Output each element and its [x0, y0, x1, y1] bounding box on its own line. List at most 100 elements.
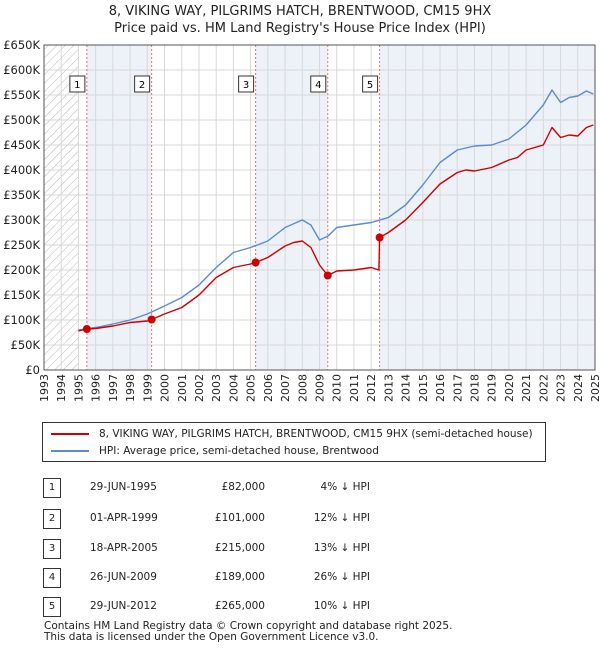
sale-row: 4 26-JUN-2009 £189,000 26% ↓ HPI [0, 568, 600, 592]
x-tick-label: 1997 [107, 374, 120, 402]
x-tick-label: 2013 [382, 374, 395, 402]
sale-price: £82,000 [221, 481, 265, 493]
x-tick-label: 1994 [55, 374, 68, 402]
sale-date: 29-JUN-1995 [90, 481, 157, 493]
y-tick-label: £150K [3, 288, 40, 302]
sale-hpi-diff: 4% ↓ HPI [320, 481, 370, 493]
sale-hpi-diff: 12% ↓ HPI [313, 512, 370, 524]
sale-number-box [69, 75, 86, 93]
x-tick-label: 1999 [141, 374, 154, 402]
y-tick-label: £0 [25, 363, 40, 377]
x-tick-label: 2016 [434, 374, 447, 402]
chart-title: 8, VIKING WAY, PILGRIMS HATCH, BRENTWOOD… [0, 3, 600, 37]
sale-date: 18-APR-2005 [90, 542, 158, 554]
sale-number-box [238, 75, 255, 93]
sale-row: 2 01-APR-1999 £101,000 12% ↓ HPI [0, 509, 600, 533]
x-tick-label: 2019 [486, 374, 499, 402]
y-tick-label: £250K [3, 238, 40, 252]
sale-number-badge: 5 [43, 597, 61, 617]
y-tick-label: £500K [3, 113, 40, 127]
sale-number-badge: 3 [43, 539, 61, 559]
sale-hpi-diff: 13% ↓ HPI [313, 542, 370, 554]
sale-number-badge: 4 [43, 568, 61, 588]
x-tick-label: 2009 [314, 374, 327, 402]
x-tick-label: 2001 [176, 374, 189, 402]
x-tick-label: 2006 [262, 374, 275, 402]
series-line-hpi [78, 89, 594, 331]
legend-item-hpi: HPI: Average price, semi-detached house,… [51, 443, 379, 459]
sale-number-marker: 4 [310, 75, 327, 93]
price-chart: £0 £50K £100K £150K £200K £250K £300K £350K £400… [3, 38, 600, 402]
y-tick-label: £50K [11, 338, 41, 352]
sale-hpi-diff: 10% ↓ HPI [313, 600, 370, 612]
x-tick-label: 2014 [400, 374, 413, 402]
sale-number-label: 2 [139, 80, 145, 91]
sale-number-box [310, 75, 327, 93]
x-tick-label: 2004 [227, 374, 240, 402]
sale-hpi-diff: 26% ↓ HPI [313, 571, 370, 583]
y-tick-label: £400K [3, 163, 40, 177]
legend-label-property: 8, VIKING WAY, PILGRIMS HATCH, BRENTWOOD… [99, 428, 533, 440]
sale-number-label: 5 [367, 80, 373, 91]
sale-price: £215,000 [214, 542, 265, 554]
sale-price: £101,000 [214, 512, 265, 524]
x-tick-label: 2021 [520, 374, 533, 402]
sale-row: 5 29-JUN-2012 £265,000 10% ↓ HPI [0, 597, 600, 621]
y-tick-label: £600K [3, 63, 40, 77]
x-tick-label: 1995 [72, 374, 85, 402]
x-tick-label: 2017 [451, 374, 464, 402]
sale-price: £265,000 [214, 600, 265, 612]
x-tick-label: 1996 [90, 374, 103, 402]
y-tick-label: £200K [3, 263, 40, 277]
sale-date: 01-APR-1999 [90, 512, 158, 524]
legend-swatch-property [51, 433, 89, 435]
sale-date: 29-JUN-2012 [90, 600, 157, 612]
sale-price: £189,000 [214, 571, 265, 583]
footer-license: This data is licensed under the Open Gov… [44, 631, 379, 643]
footer: Contains HM Land Registry data © Crown c… [44, 621, 452, 643]
chart-title-line1: 8, VIKING WAY, PILGRIMS HATCH, BRENTWOOD… [108, 4, 492, 19]
sale-number-marker: 1 [69, 75, 86, 93]
sale-number-label: 1 [74, 80, 80, 91]
x-tick-label: 1998 [124, 374, 137, 402]
sale-point [82, 325, 91, 333]
sale-row: 1 29-JUN-1995 £82,000 4% ↓ HPI [0, 478, 600, 502]
sale-number-marker: 2 [134, 75, 151, 93]
sale-number-label: 4 [315, 80, 321, 91]
sale-period-band [255, 45, 328, 370]
series-line-property [78, 124, 594, 332]
y-tick-label: £450K [3, 138, 40, 152]
legend-item-property: 8, VIKING WAY, PILGRIMS HATCH, BRENTWOOD… [51, 426, 533, 442]
sale-number-label: 3 [243, 80, 249, 91]
x-tick-label: 2022 [537, 374, 550, 402]
x-tick-label: 2020 [503, 374, 516, 402]
x-tick-label: 2023 [555, 374, 568, 402]
y-tick-label: £100K [3, 313, 40, 327]
footer-copyright: Contains HM Land Registry data © Crown c… [44, 620, 453, 632]
sale-number-badge: 2 [43, 509, 61, 529]
sale-point [147, 315, 156, 324]
sale-number-box [134, 75, 151, 93]
x-tick-label: 2007 [279, 374, 292, 402]
sale-number-marker: 3 [238, 75, 255, 93]
sale-point [251, 258, 260, 267]
x-tick-label: 2018 [468, 374, 481, 402]
sale-point [375, 233, 384, 242]
sale-point [323, 271, 332, 280]
y-tick-label: £300K [3, 213, 40, 227]
chart-title-line2: Price paid vs. HM Land Registry's House … [114, 21, 486, 36]
x-tick-label: 2011 [348, 374, 361, 402]
x-tick-label: 2012 [365, 374, 378, 402]
y-tick-label: £550K [3, 88, 40, 102]
x-tick-label: 2005 [245, 374, 258, 402]
x-tick-label: 2000 [159, 374, 172, 402]
legend: 8, VIKING WAY, PILGRIMS HATCH, BRENTWOOD… [42, 422, 546, 462]
sale-number-marker: 5 [362, 75, 379, 93]
sale-number-box [362, 75, 379, 93]
legend-swatch-hpi [51, 450, 89, 452]
sale-row: 3 18-APR-2005 £215,000 13% ↓ HPI [0, 539, 600, 563]
x-tick-label: 2008 [296, 374, 309, 402]
legend-label-hpi: HPI: Average price, semi-detached house,… [99, 445, 379, 457]
sale-date: 26-JUN-2009 [90, 571, 157, 583]
x-tick-label: 2002 [193, 374, 206, 402]
